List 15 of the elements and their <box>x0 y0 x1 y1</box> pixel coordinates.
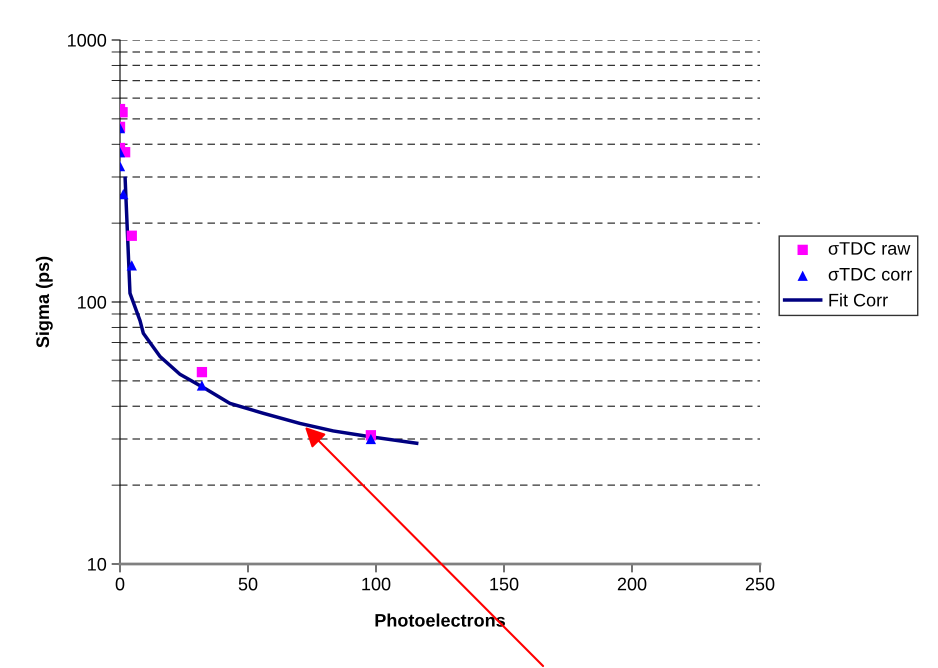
y-tick-label: 1000 <box>68 34 106 47</box>
legend-label: Fit Corr <box>829 293 888 307</box>
x-tick-label: 50 <box>238 578 258 590</box>
y-tick-label: 100 <box>78 296 106 309</box>
x-tick-label: 150 <box>490 578 518 590</box>
legend-label: σTDC raw <box>828 242 910 255</box>
point <box>120 189 128 200</box>
x-tick-label: 250 <box>746 578 774 590</box>
legend-label: σTDC corr <box>828 268 912 281</box>
x-tick-label: 100 <box>362 578 390 590</box>
line-series <box>123 176 418 445</box>
y-axis-title: Sigma (ps) <box>36 256 53 348</box>
x-tick-label: 0 <box>116 578 124 590</box>
y-tick-label: 10 <box>88 558 106 571</box>
x-tick-label: 200 <box>618 578 646 590</box>
